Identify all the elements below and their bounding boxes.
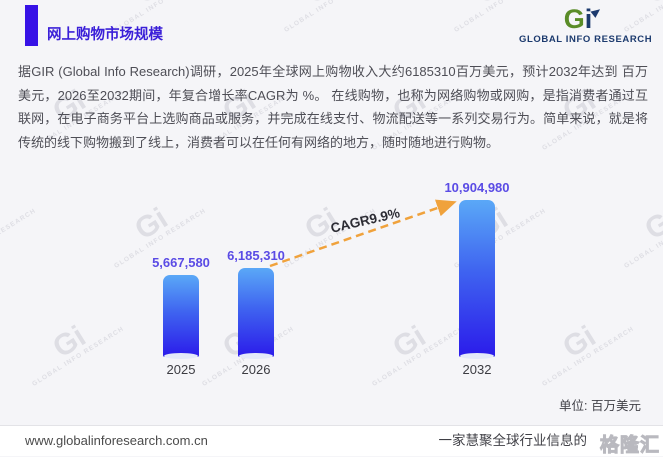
- bar-value-label: 5,667,580: [152, 255, 210, 270]
- logo-letter-i: i: [584, 4, 593, 34]
- bar-2032: [459, 200, 495, 359]
- logo-arrow-icon: [590, 6, 603, 18]
- x-axis-label: 2026: [241, 362, 271, 377]
- bar-2025: [163, 275, 199, 359]
- report-paragraph: 据GIR (Global Info Research)调研，2025年全球网上购…: [18, 64, 648, 150]
- gir-logo: Gi GLOBAL INFO RESEARCH: [519, 4, 653, 46]
- footer-bar: www.globalinforesearch.com.cn 一家慧聚全球行业信息…: [0, 425, 663, 457]
- x-axis-label: 2032: [462, 362, 492, 377]
- logo-letter-g: G: [563, 4, 585, 34]
- bar-2026: [238, 268, 274, 359]
- title-accent-bar: [25, 5, 38, 46]
- unit-label: 单位: 百万美元: [559, 399, 641, 413]
- x-axis-label: 2025: [166, 362, 196, 377]
- footer-website-link[interactable]: www.globalinforesearch.com.cn: [25, 433, 208, 448]
- bar-value-label: 6,185,310: [227, 248, 285, 263]
- logo-wordmark: GLOBAL INFO RESEARCH: [519, 34, 653, 45]
- page-title: 网上购物市场规模: [47, 27, 163, 43]
- bar-value-label: 10,904,980: [444, 180, 510, 195]
- footer-tagline: 一家慧聚全球行业信息的: [438, 433, 588, 448]
- gelonghui-watermark: 格隆汇: [599, 435, 660, 457]
- gir-logo-icon: Gi: [563, 4, 603, 34]
